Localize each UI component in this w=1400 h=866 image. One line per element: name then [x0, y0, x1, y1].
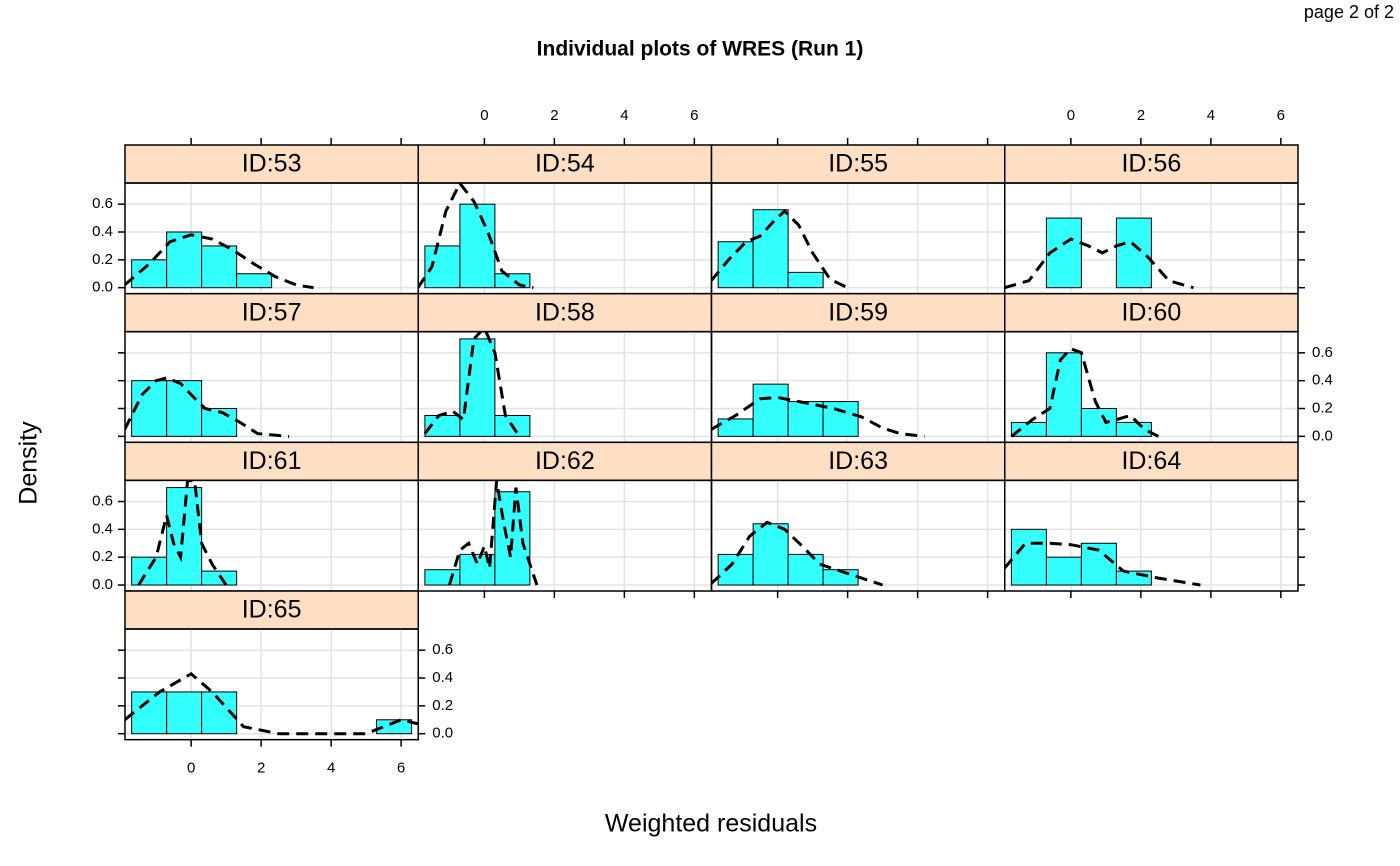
density-curve [447, 480, 539, 586]
strip [1004, 144, 1299, 184]
bar [131, 691, 168, 735]
strip [1004, 292, 1299, 333]
bar [1010, 421, 1047, 437]
chart-title: Individual plots of WRES (Run 1) [537, 38, 864, 61]
y-tick-label: 0.6 [92, 195, 113, 212]
strip-label: ID:58 [535, 298, 595, 326]
bar [717, 418, 754, 437]
x-tick-label: 2 [257, 760, 265, 777]
bar [822, 401, 859, 437]
bar [787, 271, 824, 289]
density-curve [418, 183, 534, 290]
y-tick-label: 0.4 [1312, 372, 1333, 389]
x-tick-label: 6 [1277, 107, 1285, 124]
bar [752, 383, 789, 437]
y-tick-label: 0.2 [92, 548, 113, 565]
bar [131, 259, 168, 289]
x-tick-label: 2 [1137, 107, 1145, 124]
density-curve [1004, 237, 1194, 290]
x-tick-label: 6 [690, 107, 698, 124]
bar [166, 380, 203, 437]
density-curve [1010, 346, 1160, 438]
bar [424, 569, 461, 586]
y-axis-label: Density [15, 421, 43, 505]
bar [717, 553, 754, 586]
y-tick-label: 0.2 [1312, 399, 1333, 416]
bar [1080, 408, 1117, 437]
bar [1115, 217, 1152, 289]
strip-label: ID:57 [242, 298, 302, 326]
x-axis-label: Weighted residuals [605, 810, 817, 838]
bar [131, 556, 168, 586]
bar [787, 553, 824, 586]
bar [166, 691, 203, 735]
bar [752, 523, 789, 586]
strip-label: ID:60 [1121, 298, 1181, 326]
y-tick-label: 0.6 [1312, 344, 1333, 361]
y-tick-label: 0.0 [92, 279, 113, 296]
density-curve [137, 480, 228, 586]
bar [236, 273, 273, 289]
page-label: page 2 of 2 [1304, 2, 1394, 22]
density-curve [125, 233, 314, 290]
density-curve [711, 209, 849, 290]
strip-label: ID:53 [242, 150, 302, 178]
x-tick-label: 0 [1067, 107, 1075, 124]
x-tick-label: 0 [480, 107, 488, 124]
strip [124, 590, 419, 630]
panel-border [124, 628, 419, 741]
bar [1115, 570, 1152, 586]
density-curve [125, 376, 290, 438]
strip-label: ID:61 [242, 447, 302, 475]
bar [201, 245, 238, 289]
bar [131, 380, 168, 437]
bar [752, 209, 789, 289]
x-tick-label: 6 [397, 760, 405, 777]
strip [1004, 441, 1299, 482]
strip-label: ID:65 [242, 596, 302, 624]
strip-label: ID:63 [828, 447, 888, 475]
density-curve [711, 520, 884, 587]
x-tick-label: 2 [550, 107, 558, 124]
strip-label: ID:55 [828, 150, 888, 178]
x-tick-label: 4 [1207, 107, 1215, 124]
y-tick-label: 0.2 [92, 251, 113, 268]
strip-label: ID:59 [828, 298, 888, 326]
strip [124, 292, 419, 333]
bar [1115, 421, 1152, 437]
y-tick-label: 0.6 [432, 641, 453, 658]
strip [710, 441, 1006, 482]
strip-label: ID:62 [535, 447, 595, 475]
y-tick-label: 0.6 [92, 492, 113, 509]
y-tick-label: 0.2 [432, 697, 453, 714]
density-curve [423, 331, 521, 438]
y-tick-label: 0.0 [1312, 427, 1333, 444]
x-tick-label: 0 [187, 760, 195, 777]
x-tick-label: 4 [327, 760, 335, 777]
y-tick-label: 0.0 [92, 576, 113, 593]
bar [376, 719, 413, 735]
strip-label: ID:54 [535, 150, 595, 178]
bar [1010, 528, 1047, 586]
bar [201, 570, 238, 586]
y-tick-label: 0.4 [92, 223, 113, 240]
y-tick-label: 0.4 [432, 669, 453, 686]
bar [459, 338, 496, 437]
y-tick-label: 0.0 [432, 725, 453, 742]
strip [124, 441, 419, 482]
panel-border [1004, 479, 1299, 592]
density-curve [125, 671, 419, 736]
bar [459, 203, 496, 289]
bar [494, 491, 531, 586]
strip-label: ID:64 [1121, 447, 1181, 475]
strip [124, 144, 419, 184]
x-tick-label: 4 [620, 107, 628, 124]
y-tick-label: 0.4 [92, 520, 113, 537]
density-curve [711, 395, 925, 438]
strip-label: ID:56 [1121, 150, 1181, 178]
bar [1045, 556, 1082, 586]
